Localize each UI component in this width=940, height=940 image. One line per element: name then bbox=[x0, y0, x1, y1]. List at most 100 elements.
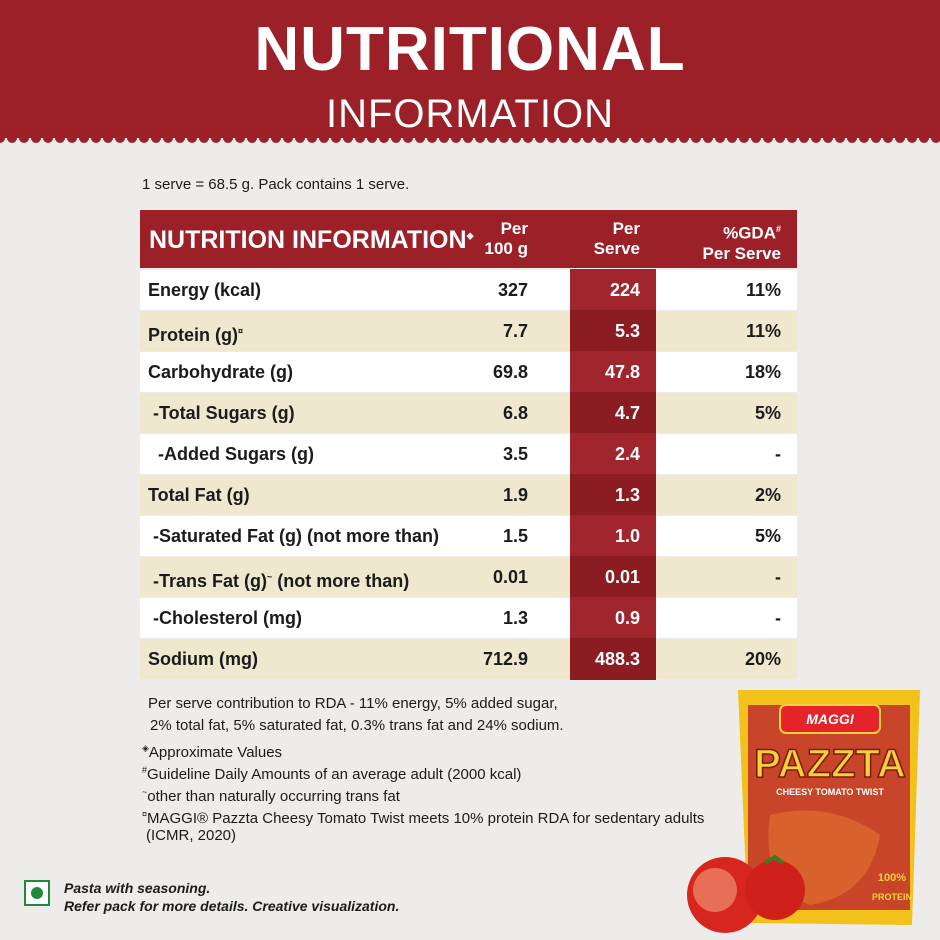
table-row: Carbohydrate (g) 69.8 47.8 18% bbox=[140, 351, 797, 393]
product-image: MAGGI PAZZTA CHEESY TOMATO TWIST 100% PR… bbox=[687, 690, 920, 933]
column-header-line: Per bbox=[485, 219, 528, 239]
cell-value: 2.4 bbox=[614, 444, 640, 464]
cell-value: 1.3 bbox=[502, 608, 528, 628]
scallop bbox=[115, 133, 125, 143]
note-symbol: # bbox=[775, 224, 781, 234]
column-header-text: %GDA bbox=[723, 223, 776, 243]
column-header-line: Per bbox=[594, 219, 640, 239]
column-header-text: Serve bbox=[593, 239, 640, 258]
cell-value: 5.3 bbox=[614, 321, 640, 341]
scallop bbox=[523, 133, 533, 143]
cell-value: 5% bbox=[754, 403, 781, 423]
scallop bbox=[199, 133, 209, 143]
cell-value: 18% bbox=[744, 362, 781, 382]
column-header-text: NUTRITION INFORMATION bbox=[149, 226, 467, 254]
row-label-text: (not more than) bbox=[272, 571, 410, 591]
scallop bbox=[355, 133, 365, 143]
scallop bbox=[547, 133, 557, 143]
veg-mark bbox=[24, 880, 50, 906]
scallop bbox=[655, 133, 665, 143]
row-label: Carbohydrate (g) bbox=[148, 352, 293, 392]
row-label: Total Fat (g) bbox=[148, 475, 250, 515]
footer-line: Pasta with seasoning. bbox=[64, 880, 211, 896]
serve-band bbox=[570, 515, 656, 557]
scallop bbox=[679, 133, 689, 143]
scallop bbox=[643, 133, 653, 143]
row-label-text: Energy (kcal) bbox=[148, 280, 262, 300]
scallop bbox=[175, 133, 185, 143]
row-label: Energy (kcal) bbox=[148, 270, 261, 310]
column-header-line: Serve bbox=[594, 239, 640, 259]
product-badge-text: PROTEIN bbox=[872, 892, 912, 902]
cell-value: 4.7 bbox=[614, 403, 640, 423]
row-label-text: Total Fat (g) bbox=[148, 485, 250, 505]
footer-line: Refer pack for more details. Creative vi… bbox=[64, 898, 400, 914]
product-variant: CHEESY TOMATO TWIST bbox=[776, 787, 884, 797]
column-header: Per 100 g bbox=[485, 219, 528, 259]
cell-value: 3.5 bbox=[502, 444, 528, 464]
cell-value: 712.9 bbox=[482, 649, 528, 669]
cell-value: 1.3 bbox=[614, 485, 640, 505]
serve-band bbox=[570, 433, 656, 475]
scallop bbox=[271, 133, 281, 143]
row-label-text: Carbohydrate (g) bbox=[148, 362, 294, 382]
table-row: -Trans Fat (g)~ (not more than) 0.01 0.01 - bbox=[140, 556, 797, 598]
scallop bbox=[895, 133, 905, 143]
scallop bbox=[343, 133, 353, 143]
cell-value: 1.9 bbox=[502, 485, 528, 505]
footnote: (ICMR, 2020) bbox=[146, 825, 236, 847]
scallop bbox=[607, 133, 617, 143]
column-header-text: Per bbox=[500, 219, 528, 238]
cell-value: 488.3 bbox=[594, 649, 640, 669]
scallop bbox=[823, 133, 833, 143]
scallop bbox=[187, 133, 197, 143]
row-label: -Added Sugars (g) bbox=[148, 434, 314, 474]
scallop bbox=[103, 133, 113, 143]
scallop bbox=[751, 133, 761, 143]
scallop bbox=[19, 133, 29, 143]
scallop bbox=[931, 133, 940, 143]
footnote: ◈Approximate Values bbox=[142, 737, 282, 764]
scallop bbox=[319, 133, 329, 143]
scallop bbox=[847, 133, 857, 143]
footnote-text: MAGGI® Pazzta Cheesy Tomato Twist meets … bbox=[147, 810, 705, 827]
scallop bbox=[715, 133, 725, 143]
scallop bbox=[91, 133, 101, 143]
product-brand: MAGGI bbox=[806, 711, 855, 727]
scallop bbox=[31, 133, 41, 143]
scallop bbox=[535, 133, 545, 143]
row-label-text: -Cholesterol (mg) bbox=[148, 608, 303, 628]
cell-value: 224 bbox=[609, 280, 640, 300]
column-header-line: %GDA# bbox=[703, 219, 781, 244]
cell-value: 47.8 bbox=[604, 362, 640, 382]
scallop bbox=[559, 133, 569, 143]
column-header-line: Per Serve bbox=[703, 244, 781, 264]
scallop bbox=[463, 133, 473, 143]
row-label-text: -Saturated Fat (g) (not more than) bbox=[148, 526, 439, 546]
column-header: NUTRITION INFORMATION◈ bbox=[149, 226, 473, 255]
scallop bbox=[331, 133, 341, 143]
footer: Pasta with seasoning. Refer pack for mor… bbox=[64, 879, 399, 915]
footnote: #Guideline Daily Amounts of an average a… bbox=[142, 759, 521, 786]
cell-value: - bbox=[775, 444, 781, 464]
rda-note: Per serve contribution to RDA - 11% ener… bbox=[148, 695, 558, 712]
scallop bbox=[415, 133, 425, 143]
column-header-line: 100 g bbox=[485, 239, 528, 259]
title: NUTRITIONAL bbox=[254, 15, 686, 84]
scallop bbox=[739, 133, 749, 143]
scallop bbox=[583, 133, 593, 143]
cell-value: 327 bbox=[497, 280, 528, 300]
scallop bbox=[811, 133, 821, 143]
scallop bbox=[799, 133, 809, 143]
scallop bbox=[43, 133, 53, 143]
scallop bbox=[427, 133, 437, 143]
scallop bbox=[391, 133, 401, 143]
product-name: PAZZTA bbox=[754, 742, 906, 786]
column-header: Per Serve bbox=[594, 219, 640, 259]
scallop bbox=[259, 133, 269, 143]
scallop bbox=[691, 133, 701, 143]
scallop bbox=[727, 133, 737, 143]
scallop bbox=[595, 133, 605, 143]
scallop bbox=[235, 133, 245, 143]
scallop bbox=[151, 133, 161, 143]
